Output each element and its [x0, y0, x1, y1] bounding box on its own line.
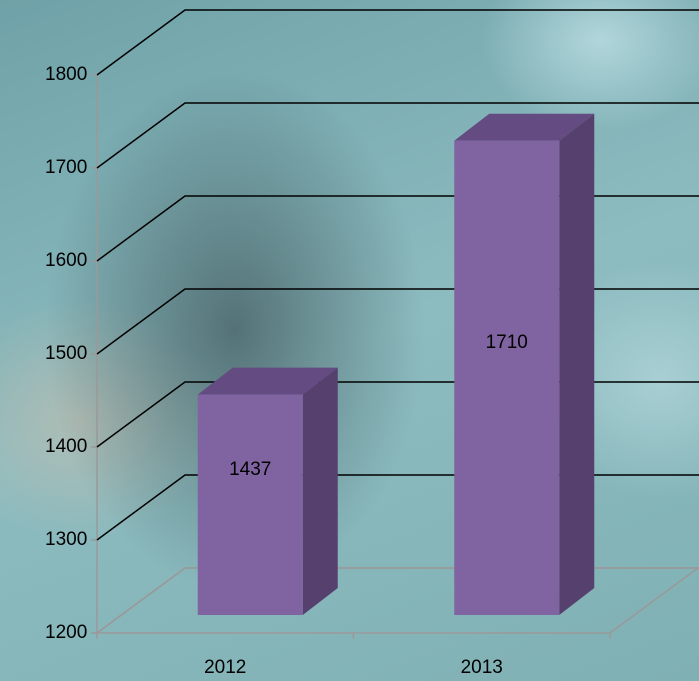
- data-label: 1710: [486, 332, 528, 353]
- bar: [198, 395, 303, 615]
- grid-line: [97, 103, 699, 168]
- bar: [454, 141, 559, 615]
- data-label: 1437: [229, 459, 271, 480]
- grid-line: [97, 382, 699, 447]
- grid-line: [97, 568, 699, 633]
- floor: [97, 568, 698, 633]
- y-tick-label: 1300: [45, 529, 87, 550]
- grid-line: [97, 10, 699, 75]
- page: 1200 1300 1400 1500 1600 1700 1800 2012 1437 2013…: [0, 0, 699, 681]
- y-tick-label: 1600: [45, 250, 87, 271]
- bar-side: [559, 114, 594, 615]
- y-tick-label: 1500: [45, 343, 87, 364]
- x-tick-label: 2012: [204, 657, 246, 678]
- y-tick-label: 1400: [45, 436, 87, 457]
- y-tick-label: 1700: [45, 157, 87, 178]
- bar-side: [303, 368, 338, 615]
- grid-line: [97, 475, 699, 540]
- y-tick-label: 1200: [45, 622, 87, 643]
- x-tick-label: 2013: [461, 657, 503, 678]
- chart: 1200 1300 1400 1500 1600 1700 1800 2012 1437 2013…: [0, 0, 699, 681]
- grid-line: [97, 196, 699, 261]
- grid-line: [97, 289, 699, 354]
- y-tick-label: 1800: [45, 64, 87, 85]
